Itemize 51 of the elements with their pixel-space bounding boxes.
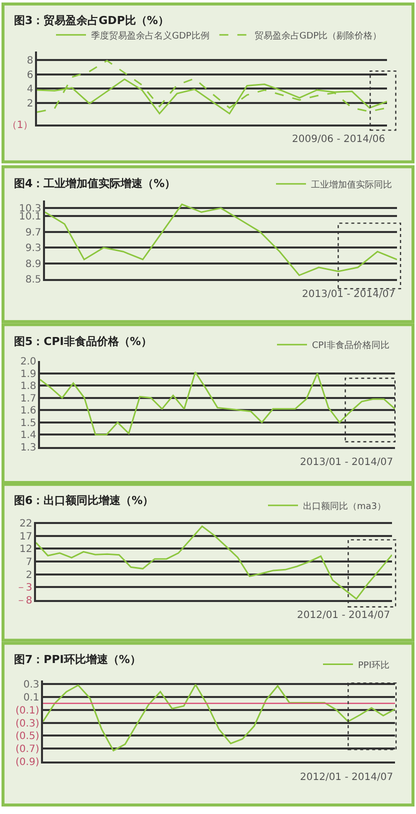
legend-label: 季度贸易盈余占名义GDP比例 [91,30,210,42]
legend-label: 出口额同比（ma3） [303,500,386,512]
text: 2012/01 - 2014/07 [297,610,390,621]
y-tick-label: (0.7) [16,744,40,756]
y-tick-label: 1.5 [20,418,36,429]
y-tick-label: 9.3 [25,243,42,254]
chart-title: 图3：贸易盈余占GDP比（%） [14,14,169,27]
y-tick-label: 1.6 [20,406,36,417]
text: 2013/01 - 2014/07 [302,289,396,300]
line-series [36,525,392,600]
text: 2009/06 - 2014/06 [292,134,386,145]
legend-label: CPI非食品价格同比 [312,340,390,352]
y-tick-label: 1.7 [20,393,36,404]
y-tick-label: 1.8 [20,381,36,392]
y-tick-label: 8 [26,55,34,66]
y-tick-label: 1.9 [20,368,36,380]
legend-label: 工业增加值实际同比 [311,179,392,190]
y-tick-label: （1） [6,120,34,131]
y-tick-label: 2.0 [20,356,36,368]
chart-title: 图5：CPI非食品价格（%） [14,335,152,348]
y-tick-label: 1.4 [20,430,36,442]
chart-title: 图4：工业增加值实际增速（%） [14,177,176,190]
y-tick-label: 4 [26,84,34,96]
y-tick-label: －8 [16,595,32,606]
y-tick-label: 0.3 [23,679,40,690]
y-tick-label: 22 [20,518,32,530]
legend-label: 贸易盈余占GDP比（剔除价格） [254,30,382,42]
y-tick-label: 6 [26,70,34,81]
y-tick-label: 8.9 [25,258,42,270]
y-tick-label: －3 [16,582,32,594]
y-tick-label: 1.3 [20,442,36,454]
y-tick-label: 17 [20,531,32,542]
y-tick-label: 0.1 [23,692,40,704]
chart-title: 图6：出口额同比增速（%） [14,494,154,507]
y-tick-label: (0.5) [16,731,40,742]
legend-label: PPI环比 [358,660,390,671]
y-tick-label: (0.9) [16,757,40,768]
chart-title: 图7：PPI环比增速（%） [14,653,141,666]
y-tick-label: (0.3) [16,718,40,730]
y-tick-label: 2 [26,570,32,581]
y-tick-label: (0.1) [16,705,40,716]
line-series [37,60,387,113]
y-tick-label: 2 [26,98,34,110]
line-series [45,204,397,276]
y-tick-label: 7 [26,557,32,568]
text: 2012/01 - 2014/07 [300,772,394,783]
y-tick-label: 12 [20,544,32,556]
line-series [40,371,395,436]
y-tick-label: 8.5 [25,274,42,286]
y-tick-label: 9.7 [25,227,42,238]
text: 2013/01 - 2014/07 [300,457,394,468]
